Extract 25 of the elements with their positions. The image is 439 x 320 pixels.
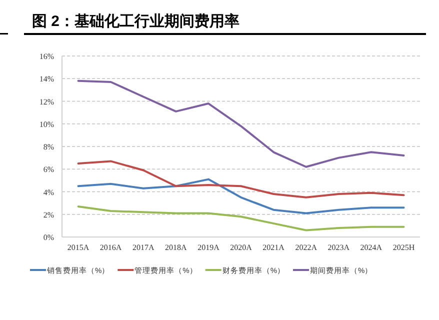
chart-title: 图 2：基础化工行业期间费用率 [32,12,240,30]
x-tick-label: 2022A [295,243,318,252]
x-tick-label: 2019A [198,243,220,252]
x-tick-label: 2018A [165,243,188,252]
y-tick-label: 2% [43,210,54,220]
y-tick-label: 12% [39,97,54,106]
x-tick-label: 2020A [230,243,252,252]
y-tick-label: 6% [43,165,54,174]
line-series [77,160,405,198]
line-series [77,205,405,232]
y-tick-label: 14% [39,74,54,84]
y-tick-label: 4% [43,188,54,197]
x-tick-label: 2025H [392,243,415,252]
y-tick-label: 10% [39,120,54,129]
x-tick-label: 2021A [262,243,285,252]
x-tick-label: 2023A [328,243,350,252]
y-tick-label: 16% [39,52,54,61]
x-tick-label: 2017A [132,243,154,252]
y-tick-label: 8% [43,142,54,152]
x-tick-label: 2016A [100,243,122,252]
line-series [77,178,405,214]
y-tick-label: 0% [43,233,54,242]
x-tick-label: 2015A [67,243,90,252]
line-series [77,80,405,168]
x-tick-label: 2024A [360,243,382,252]
